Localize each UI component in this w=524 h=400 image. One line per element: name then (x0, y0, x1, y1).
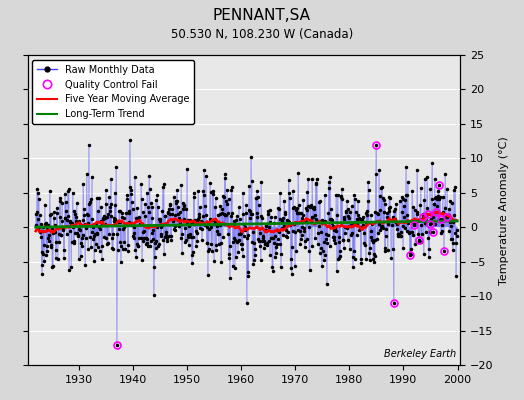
Text: 50.530 N, 108.230 W (Canada): 50.530 N, 108.230 W (Canada) (171, 28, 353, 41)
Legend: Raw Monthly Data, Quality Control Fail, Five Year Moving Average, Long-Term Tren: Raw Monthly Data, Quality Control Fail, … (32, 60, 194, 124)
Y-axis label: Temperature Anomaly (°C): Temperature Anomaly (°C) (499, 136, 509, 284)
Text: PENNANT,SA: PENNANT,SA (213, 8, 311, 23)
Text: Berkeley Earth: Berkeley Earth (384, 349, 456, 359)
